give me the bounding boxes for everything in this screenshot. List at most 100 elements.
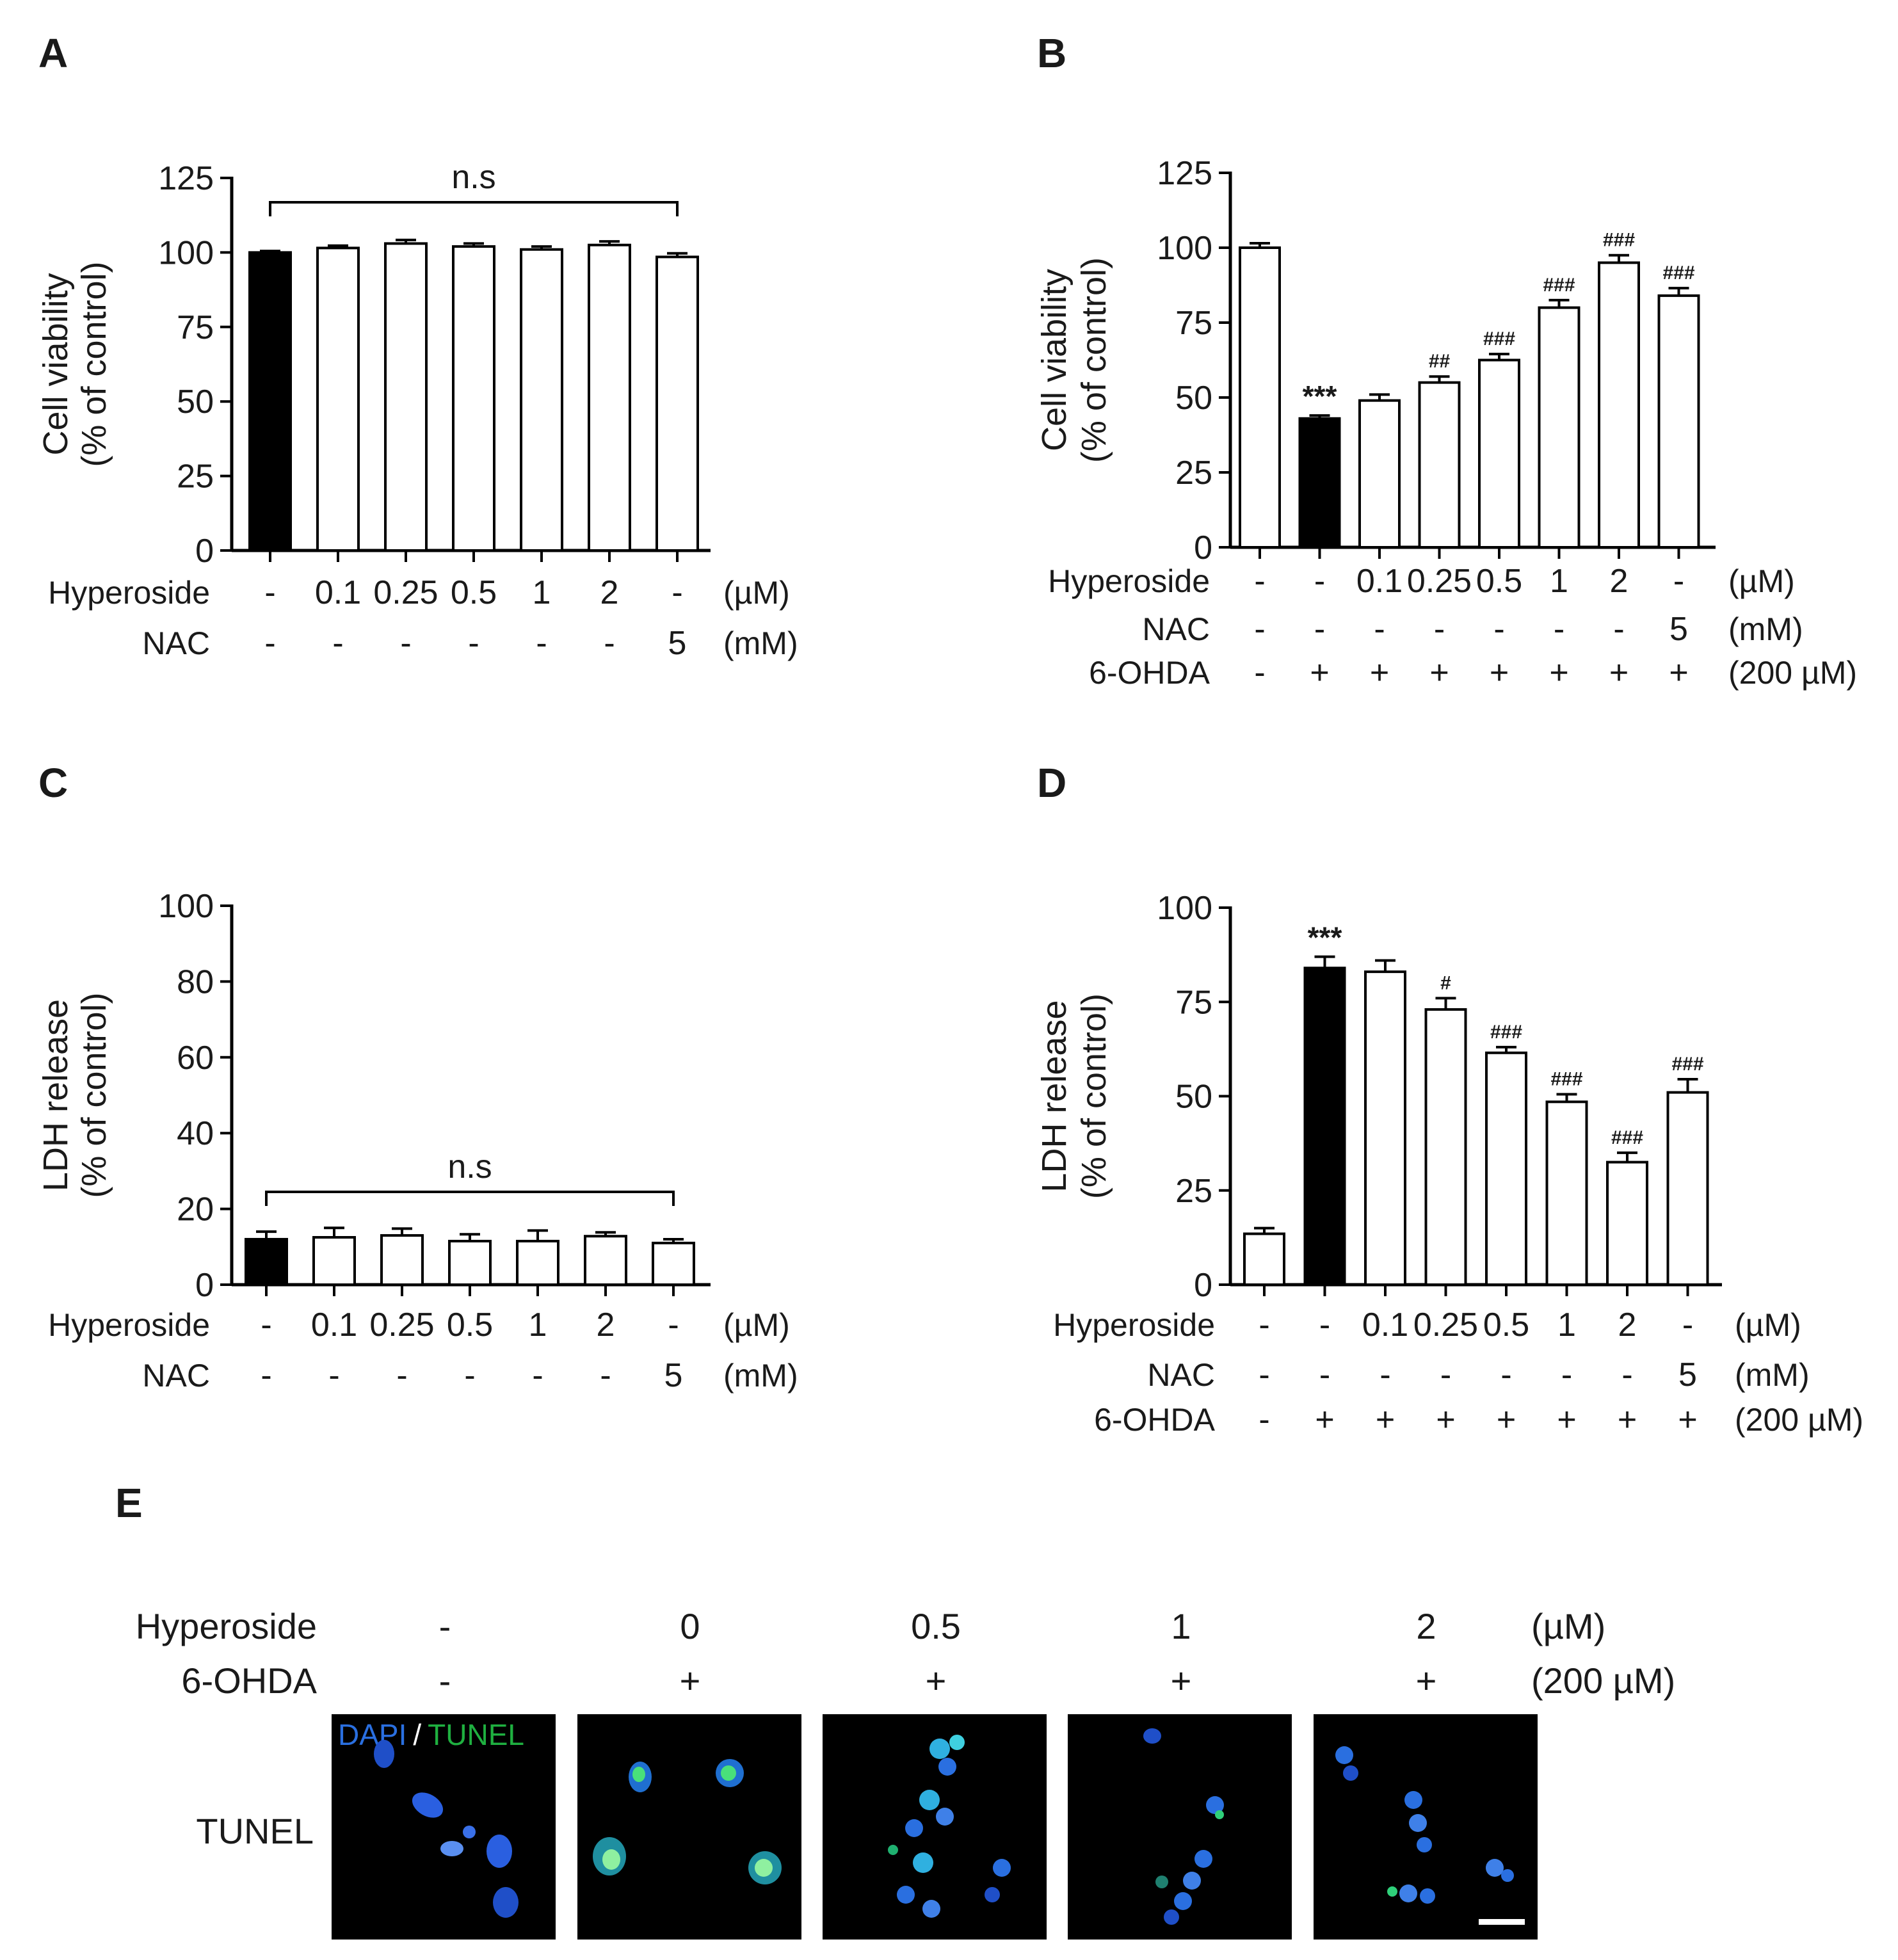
condition-value: -	[1314, 563, 1325, 600]
condition-value: -	[668, 1306, 679, 1344]
condition-row-label: Hyperoside	[1048, 563, 1210, 599]
panel-letter-a: A	[38, 30, 68, 76]
condition-value: -	[1613, 611, 1624, 648]
condition-value: -	[1259, 1356, 1269, 1394]
bar	[516, 1239, 559, 1287]
significance-label: ###	[1543, 275, 1575, 296]
bar	[248, 251, 292, 552]
y-tick-label: 25	[1175, 454, 1212, 492]
bar	[1418, 381, 1461, 549]
condition-value: -	[264, 574, 275, 611]
condition-value: -	[332, 625, 343, 662]
y-tick-label: 75	[1175, 305, 1212, 342]
panel-e-ohda-value: +	[680, 1660, 701, 1701]
y-tick-label: 50	[1175, 380, 1212, 417]
condition-value: 0.1	[1362, 1306, 1408, 1344]
significance-label: ##	[1429, 351, 1451, 372]
bar	[316, 246, 360, 552]
condition-value: -	[1319, 1306, 1330, 1344]
micrograph-4	[1068, 1714, 1292, 1940]
micrograph-2	[577, 1714, 801, 1940]
legend-dapi: DAPI	[338, 1718, 406, 1751]
condition-value: 2	[1610, 563, 1629, 600]
bar	[448, 1239, 492, 1287]
micrograph-3	[823, 1714, 1047, 1940]
y-tick-label: 50	[1175, 1079, 1212, 1116]
micrograph-5	[1314, 1714, 1538, 1940]
condition-value: -	[261, 1306, 271, 1344]
significance-label: ###	[1490, 1022, 1522, 1043]
y-axis-label: Cell viability	[36, 273, 75, 455]
panel-e-hyperoside-value: 0	[680, 1606, 700, 1646]
y-axis-label: LDH release	[1035, 1000, 1074, 1192]
y-tick-label: 20	[177, 1191, 214, 1228]
condition-value: +	[1669, 654, 1688, 691]
condition-value: +	[1436, 1401, 1455, 1438]
condition-value: -	[468, 625, 479, 662]
bar	[452, 245, 495, 552]
significance-label: ###	[1662, 262, 1694, 284]
bar	[1364, 970, 1406, 1286]
condition-unit: (200 µM)	[1728, 655, 1857, 691]
condition-row-label: NAC	[142, 1358, 210, 1394]
condition-value: 5	[664, 1357, 683, 1394]
condition-value: 0.25	[373, 574, 438, 611]
y-tick-label: 100	[1157, 230, 1212, 267]
panel-letter-c: C	[38, 760, 68, 806]
y-tick-label: 25	[177, 458, 214, 495]
condition-value: -	[600, 1357, 611, 1394]
condition-value: 0.1	[1356, 563, 1403, 600]
y-tick-label: 25	[1175, 1173, 1212, 1210]
condition-row-label: Hyperoside	[48, 575, 210, 611]
condition-value: -	[464, 1357, 475, 1394]
condition-value: +	[1490, 654, 1509, 691]
condition-value: +	[1557, 1401, 1576, 1438]
y-tick-label: 125	[1157, 155, 1212, 192]
bar	[520, 248, 563, 552]
y-axis-label: (% of control)	[75, 261, 113, 467]
bar	[1303, 967, 1346, 1286]
y-axis-label: Cell viability	[1035, 269, 1074, 451]
y-tick-label: 50	[177, 383, 214, 421]
condition-row-label: 6-OHDA	[1094, 1402, 1216, 1438]
panel-e-header: Hyperoside - 0 0.5 1 2 (µM) 6-OHDA - + +…	[136, 1606, 1675, 1851]
scale-bar	[1479, 1919, 1525, 1925]
bar	[1243, 1232, 1285, 1286]
condition-value: -	[261, 1357, 271, 1394]
condition-row-label: 6-OHDA	[1089, 655, 1210, 691]
y-tick-label: 60	[177, 1040, 214, 1077]
condition-value: 2	[1618, 1306, 1637, 1344]
condition-value: 0.5	[1476, 563, 1522, 600]
chart-panel-c: 0 20 40 60 80 100 LDH release (% of control) n.s…	[36, 888, 798, 1394]
condition-value: -	[1673, 563, 1684, 600]
condition-value: 0.1	[315, 574, 361, 611]
svg-text:DAPI/TUNEL: DAPI / TUNEL	[338, 1718, 524, 1751]
y-axis-label: (% of control)	[75, 992, 113, 1198]
condition-value: -	[400, 625, 411, 662]
bar	[584, 1235, 627, 1286]
panel-letter-b: B	[1037, 30, 1066, 76]
condition-value: +	[1429, 654, 1449, 691]
panel-e-hyperoside-label: Hyperoside	[136, 1606, 317, 1646]
condition-unit: (mM)	[723, 625, 798, 661]
condition-value: 0.25	[1407, 563, 1472, 600]
y-tick-label: 0	[1194, 1267, 1212, 1304]
significance-bracket-label: n.s	[447, 1148, 492, 1185]
condition-row-label: NAC	[142, 625, 210, 661]
condition-value: -	[532, 1357, 543, 1394]
condition-value: -	[1254, 611, 1265, 648]
condition-value: 1	[533, 574, 551, 611]
bar	[588, 243, 631, 552]
bar	[245, 1237, 288, 1286]
significance-label: ###	[1671, 1054, 1703, 1075]
y-tick-label: 0	[195, 533, 214, 570]
y-tick-label: 80	[177, 963, 214, 1000]
y-tick-label: 100	[158, 234, 214, 271]
condition-value: +	[1678, 1401, 1697, 1438]
condition-value: -	[1621, 1356, 1632, 1394]
condition-unit: (200 µM)	[1735, 1402, 1863, 1438]
panel-e-ohda-label: 6-OHDA	[181, 1660, 317, 1701]
y-tick-label: 0	[1194, 529, 1212, 566]
condition-value: +	[1549, 654, 1568, 691]
